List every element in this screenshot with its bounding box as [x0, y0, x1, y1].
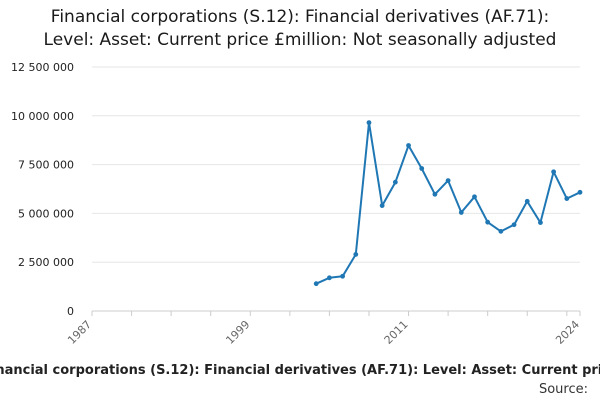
y-tick-label: 10 000 000	[11, 110, 74, 123]
series-line	[315, 121, 581, 285]
data-point	[432, 191, 438, 197]
data-point	[406, 143, 411, 148]
y-tick-label: 12 500 000	[11, 61, 74, 74]
data-point	[551, 169, 557, 175]
data-point	[353, 251, 359, 257]
data-point	[524, 198, 530, 204]
data-point	[538, 220, 543, 225]
data-point	[511, 222, 517, 228]
data-point	[564, 196, 570, 201]
data-point	[379, 203, 385, 208]
source-label: Source:	[538, 382, 588, 397]
x-tick-label: 1987	[65, 318, 94, 347]
data-point	[458, 210, 464, 215]
data-point	[340, 273, 345, 279]
data-point	[498, 228, 504, 234]
gridlines	[92, 66, 580, 312]
chart-title-line-2: Level: Asset: Current price £million: No…	[43, 30, 557, 50]
chart-title-line-1: Financial corporations (S.12): Financial…	[50, 7, 550, 27]
y-axis-tick-labels: 12 500 000 10 000 000 7 500 000 5 000 000 2 …	[11, 61, 74, 318]
data-point	[577, 189, 583, 195]
data-series	[313, 120, 583, 287]
y-tick-label: 7 500 000	[18, 159, 74, 172]
data-point	[366, 120, 372, 126]
data-point	[445, 178, 451, 184]
y-tick-label: 2 500 000	[18, 256, 74, 269]
x-tick-label: 1999	[223, 318, 252, 347]
data-point	[327, 275, 332, 281]
chart-title: Financial corporations (S.12): Financial…	[0, 6, 600, 52]
legend-label: Financial corporations (S.12): Financial…	[0, 363, 600, 378]
y-tick-label: 5 000 000	[18, 207, 74, 220]
data-point	[392, 179, 398, 185]
data-point	[472, 194, 477, 200]
x-tick-label: 2024	[553, 318, 582, 347]
x-tick-label: 2011	[382, 318, 411, 347]
y-tick-label: 0	[67, 305, 74, 318]
x-axis: 1987 1999 2011 2024	[65, 310, 582, 347]
data-point	[313, 281, 319, 287]
data-point	[419, 166, 425, 171]
legend: Financial corporations (S.12): Financial…	[0, 363, 600, 383]
data-point	[485, 219, 491, 225]
